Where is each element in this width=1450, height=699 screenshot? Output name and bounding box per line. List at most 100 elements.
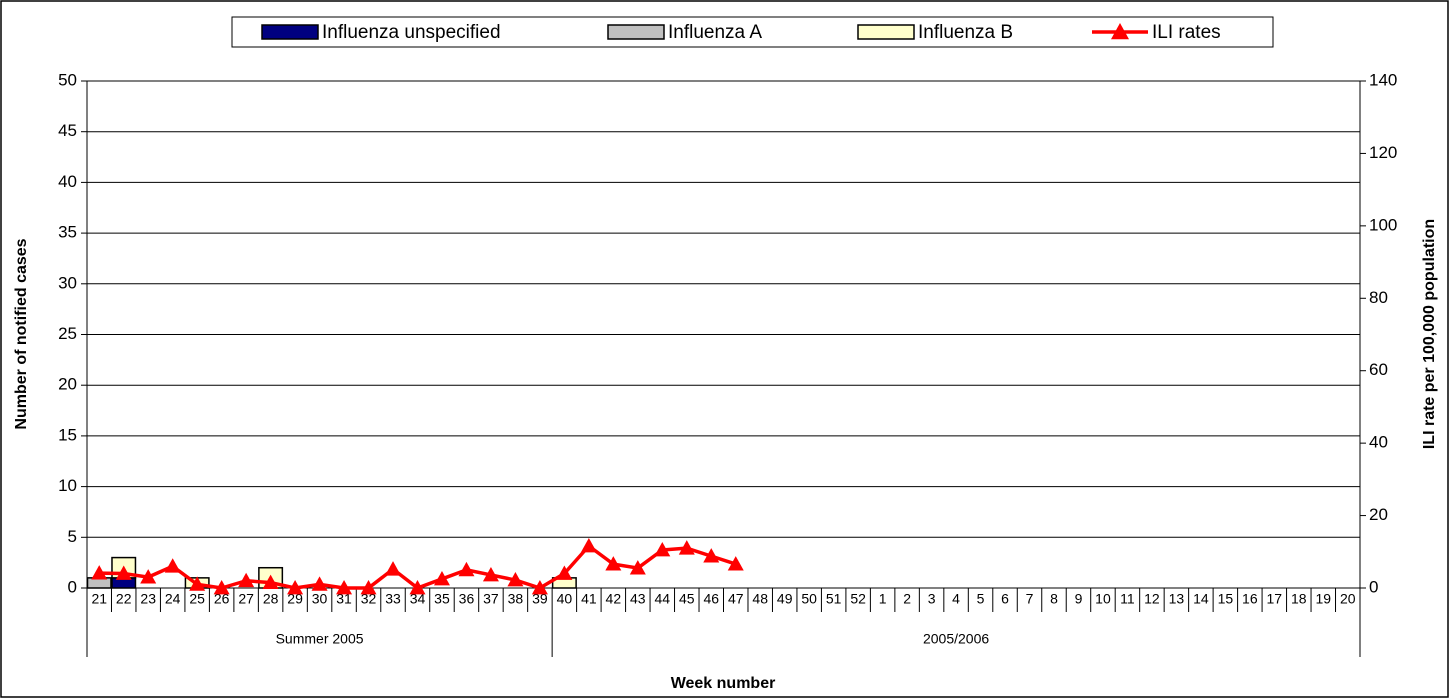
x-tick-label: 34 <box>410 591 426 607</box>
x-tick-label: 9 <box>1075 591 1083 607</box>
y-tick-label: 50 <box>58 70 77 89</box>
y-tick-label: 20 <box>58 375 77 394</box>
x-tick-label: 49 <box>777 591 793 607</box>
y2-axis-title: ILI rate per 100,000 population <box>1421 219 1438 449</box>
x-tick-label: 43 <box>630 591 646 607</box>
x-tick-label: 13 <box>1169 591 1185 607</box>
marker <box>238 572 255 588</box>
marker <box>580 537 597 553</box>
x-tick-label: 21 <box>91 591 107 607</box>
x-tick-label: 4 <box>952 591 960 607</box>
marker <box>458 561 475 577</box>
marker <box>360 580 377 595</box>
x-tick-label: 8 <box>1050 591 1058 607</box>
y2-tick-label: 20 <box>1369 505 1388 524</box>
y-axis-title: Number of notified cases <box>13 238 30 429</box>
legend-swatch <box>857 24 915 40</box>
marker <box>605 556 622 571</box>
y-tick-label: 45 <box>58 121 77 140</box>
y-tick-label: 5 <box>68 527 77 546</box>
x-tick-label: 18 <box>1291 591 1307 607</box>
x-tick-label: 24 <box>165 591 181 607</box>
x-tick-label: 7 <box>1026 591 1034 607</box>
marker <box>409 580 426 595</box>
y2-tick-label: 100 <box>1369 215 1397 234</box>
x-axis-title: Week number <box>671 675 776 692</box>
x-tick-label: 29 <box>287 591 303 607</box>
x-tick-label: 44 <box>655 591 671 607</box>
x-tick-label: 33 <box>385 591 401 607</box>
x-tick-label: 52 <box>850 591 866 607</box>
legend-swatch <box>607 24 665 40</box>
y2-tick-label: 80 <box>1369 288 1388 307</box>
legend-marker <box>1111 23 1129 40</box>
x-tick-label: 11 <box>1120 591 1135 607</box>
x-tick-label: 37 <box>483 591 499 607</box>
marker <box>654 541 671 557</box>
y-tick-label: 35 <box>58 223 77 242</box>
x-tick-label: 40 <box>557 591 573 607</box>
x-tick-label: 23 <box>140 591 156 607</box>
x-tick-label: 45 <box>679 591 695 607</box>
x-tick-label: 19 <box>1315 591 1331 607</box>
x-tick-label: 50 <box>801 591 817 607</box>
y-tick-label: 30 <box>58 273 77 292</box>
legend-label: Influenza B <box>918 22 1013 43</box>
x-tick-label: 32 <box>361 591 377 607</box>
marker <box>507 572 524 587</box>
x-tick-label: 5 <box>977 591 985 607</box>
marker <box>482 566 499 582</box>
legend-label: ILI rates <box>1152 22 1221 43</box>
x-tick-label: 26 <box>214 591 230 607</box>
y-tick-label: 25 <box>58 324 77 343</box>
x-tick-label: 12 <box>1144 591 1160 607</box>
marker <box>189 576 206 591</box>
marker <box>556 565 573 580</box>
marker <box>115 565 132 580</box>
y2-tick-label: 0 <box>1369 577 1378 596</box>
x-tick-label: 20 <box>1340 591 1356 607</box>
marker <box>287 580 304 595</box>
group-label: 2005/2006 <box>923 631 989 647</box>
x-tick-label: 10 <box>1095 591 1111 607</box>
y2-tick-label: 120 <box>1369 143 1397 162</box>
x-tick-label: 17 <box>1267 591 1283 607</box>
x-tick-label: 14 <box>1193 591 1209 607</box>
x-tick-label: 28 <box>263 591 279 607</box>
y-tick-label: 15 <box>58 425 77 444</box>
marker <box>385 561 402 576</box>
x-tick-label: 39 <box>532 591 548 607</box>
marker <box>678 540 695 555</box>
x-tick-label: 16 <box>1242 591 1258 607</box>
y-tick-label: 0 <box>68 577 77 596</box>
marker <box>531 580 548 595</box>
y-tick-label: 40 <box>58 172 77 191</box>
x-tick-label: 15 <box>1218 591 1234 607</box>
x-tick-label: 41 <box>581 591 597 607</box>
marker <box>629 560 646 575</box>
marker <box>727 556 744 571</box>
marker <box>213 580 230 595</box>
y-tick-label: 10 <box>58 476 77 495</box>
x-tick-label: 27 <box>238 591 254 607</box>
x-tick-label: 51 <box>826 591 842 607</box>
x-tick-label: 38 <box>508 591 524 607</box>
x-tick-label: 36 <box>459 591 475 607</box>
x-tick-label: 22 <box>116 591 132 607</box>
x-tick-label: 2 <box>903 591 911 607</box>
marker <box>311 576 328 591</box>
group-label: Summer 2005 <box>276 631 364 647</box>
x-tick-label: 6 <box>1001 591 1009 607</box>
x-tick-label: 35 <box>434 591 450 607</box>
x-tick-label: 48 <box>752 591 768 607</box>
marker <box>336 580 353 595</box>
marker <box>140 569 157 584</box>
marker <box>164 558 181 573</box>
legend-swatch <box>261 24 319 40</box>
marker <box>91 565 108 580</box>
marker <box>433 570 450 586</box>
legend-label: Influenza unspecified <box>322 22 501 43</box>
x-tick-label: 3 <box>928 591 936 607</box>
y2-tick-label: 140 <box>1369 70 1397 89</box>
